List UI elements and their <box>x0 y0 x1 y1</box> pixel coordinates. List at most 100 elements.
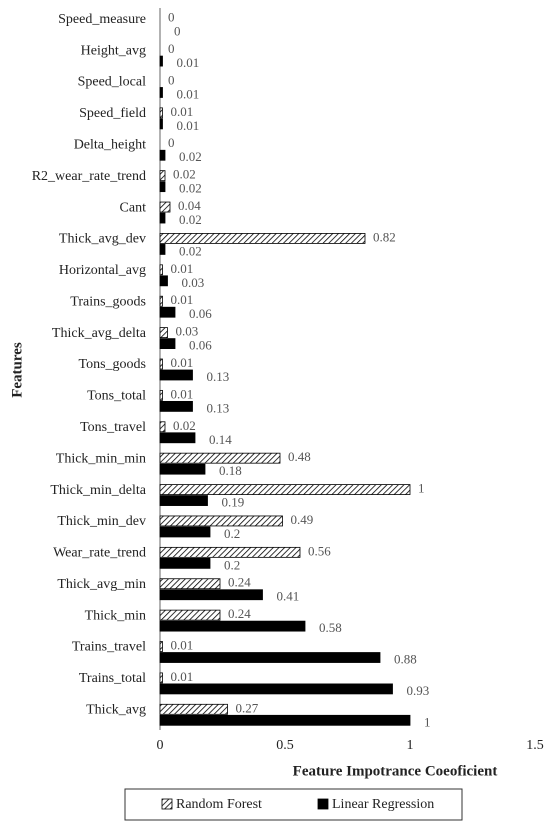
x-tick-label: 0.5 <box>276 738 294 753</box>
value-label: 0.03 <box>176 324 199 339</box>
y-tick-label: Thick_min <box>85 608 146 623</box>
value-label: 0.14 <box>209 432 232 447</box>
value-label: 0.41 <box>277 589 300 604</box>
y-tick-label: Horizontal_avg <box>59 263 146 278</box>
value-label: 0.06 <box>189 306 212 321</box>
value-label: 0.82 <box>373 229 396 244</box>
bar <box>159 703 228 715</box>
bar <box>159 275 168 287</box>
bar <box>159 526 211 538</box>
value-label: 0.24 <box>228 575 251 590</box>
y-tick-label: Thick_avg_delta <box>52 326 147 341</box>
value-label: 0.01 <box>171 669 194 684</box>
bar <box>159 358 163 370</box>
bar <box>159 652 381 663</box>
bar <box>159 338 176 350</box>
bar <box>159 170 166 182</box>
legend-box <box>124 788 463 821</box>
y-tick-label: R2_wear_rate_trend <box>32 169 146 184</box>
value-label: 0.01 <box>171 355 194 370</box>
value-label: 0.01 <box>177 86 200 101</box>
y-tick-label: Tons_goods <box>79 357 146 372</box>
bar <box>159 107 163 119</box>
value-label: 1 <box>418 481 425 496</box>
value-label: 0 <box>168 72 175 87</box>
legend-swatch <box>317 798 329 810</box>
bar <box>159 181 166 193</box>
value-label: 0.01 <box>171 292 194 307</box>
value-label: 0.58 <box>319 620 342 635</box>
value-label: 0.24 <box>228 606 251 621</box>
bar <box>159 463 206 475</box>
bar <box>159 118 163 130</box>
bar <box>159 87 163 98</box>
x-tick-label: 0 <box>157 738 164 753</box>
legend-label: Linear Regression <box>332 797 434 812</box>
y-tick-label: Trains_goods <box>70 294 146 309</box>
bar <box>159 295 163 307</box>
bar <box>159 672 163 684</box>
value-label: 0.19 <box>222 495 245 510</box>
value-label: 0.02 <box>173 167 196 182</box>
legend-label: Random Forest <box>176 797 262 812</box>
y-tick-label: Speed_field <box>79 106 146 121</box>
value-label: 0.01 <box>171 104 194 119</box>
bar <box>159 515 283 527</box>
bar <box>159 327 168 339</box>
bar <box>159 589 263 601</box>
bar <box>159 400 193 412</box>
bar <box>159 620 306 632</box>
value-label: 0.01 <box>171 261 194 276</box>
y-tick-label: Speed_local <box>78 75 147 90</box>
y-tick-label: Trains_total <box>79 671 146 686</box>
y-tick-label: Thick_min_delta <box>50 483 146 498</box>
bar <box>159 212 166 224</box>
bar <box>159 264 163 276</box>
bar <box>159 201 171 213</box>
bar <box>159 306 176 318</box>
value-label: 0.01 <box>171 386 194 401</box>
y-tick-label: Cant <box>120 200 147 215</box>
value-label: 0 <box>174 24 181 39</box>
bar <box>159 557 211 569</box>
value-label: 0.03 <box>182 275 205 290</box>
bar <box>159 495 208 506</box>
bar <box>159 432 196 444</box>
y-tick-label: Delta_height <box>74 137 146 152</box>
value-label: 0.01 <box>177 55 200 70</box>
value-label: 0.93 <box>407 683 430 698</box>
value-label: 0.27 <box>236 700 259 715</box>
value-label: 0.01 <box>177 118 200 133</box>
value-label: 0.02 <box>173 418 196 433</box>
value-label: 0.06 <box>189 338 212 353</box>
value-label: 0.04 <box>178 198 201 213</box>
value-label: 0.01 <box>171 638 194 653</box>
value-label: 0.02 <box>179 243 202 258</box>
value-label: 0.13 <box>207 400 230 415</box>
bar <box>159 546 301 558</box>
value-label: 0.02 <box>179 212 202 227</box>
y-tick-label: Wear_rate_trend <box>53 546 146 561</box>
y-tick-label: Thick_min_min <box>56 451 146 466</box>
value-label: 0 <box>168 135 175 150</box>
value-label: 1 <box>424 714 431 729</box>
y-tick-label: Trains_travel <box>72 640 146 655</box>
value-label: 0.02 <box>179 181 202 196</box>
bar <box>159 578 221 590</box>
value-label: 0.2 <box>224 557 240 572</box>
bar <box>159 149 166 161</box>
value-label: 0.2 <box>224 526 240 541</box>
y-tick-label: Thick_avg_dev <box>59 232 146 247</box>
y-tick-label: Height_avg <box>81 43 146 58</box>
bar <box>159 369 193 381</box>
y-tick-label: Speed_measure <box>58 12 146 27</box>
y-axis-title: Features <box>9 342 25 398</box>
bar <box>159 714 411 726</box>
value-label: 0.49 <box>291 512 314 527</box>
bar <box>159 55 163 67</box>
y-tick-label: Thick_avg_min <box>57 577 146 592</box>
bar <box>159 233 366 244</box>
bar <box>159 421 166 433</box>
value-label: 0 <box>168 10 175 25</box>
